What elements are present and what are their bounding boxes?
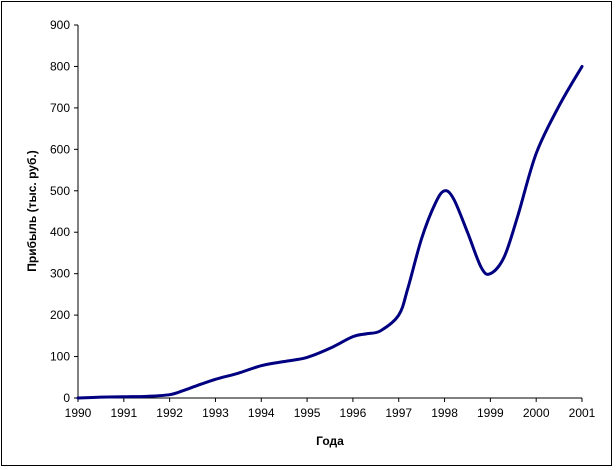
x-tick-label: 2001	[569, 406, 596, 420]
y-tick-label: 100	[50, 350, 70, 364]
series-line	[76, 64, 584, 400]
x-ticks: 1990 1991 1992 1993 1994 1995 1996 1997 1998 1999…	[65, 398, 596, 420]
y-tick-label: 600	[50, 142, 70, 156]
x-tick-label: 2000	[523, 406, 550, 420]
x-tick-label: 1991	[110, 406, 137, 420]
y-tick-label: 500	[50, 184, 70, 198]
x-tick-label: 1995	[294, 406, 321, 420]
x-axis-title: Года	[316, 434, 344, 448]
y-tick-label: 900	[50, 18, 70, 32]
axes	[77, 25, 582, 399]
x-tick-label: 1992	[156, 406, 183, 420]
y-tick-label: 400	[50, 225, 70, 239]
x-tick-label: 1999	[477, 406, 504, 420]
x-tick-label: 1993	[202, 406, 229, 420]
y-tick-label: 200	[50, 308, 70, 322]
x-tick-label: 1990	[65, 406, 92, 420]
x-tick-label: 1994	[248, 406, 275, 420]
y-ticks: 0 100 200 300 400 500 600 700 800 900	[50, 18, 78, 405]
y-tick-label: 800	[50, 59, 70, 73]
y-tick-label: 700	[50, 101, 70, 115]
x-tick-label: 1997	[385, 406, 412, 420]
x-tick-label: 1998	[431, 406, 458, 420]
y-tick-label: 0	[63, 391, 70, 405]
y-axis-title: Прибыль (тыс. руб.)	[25, 150, 39, 271]
x-tick-label: 1996	[340, 406, 367, 420]
y-tick-label: 300	[50, 267, 70, 281]
